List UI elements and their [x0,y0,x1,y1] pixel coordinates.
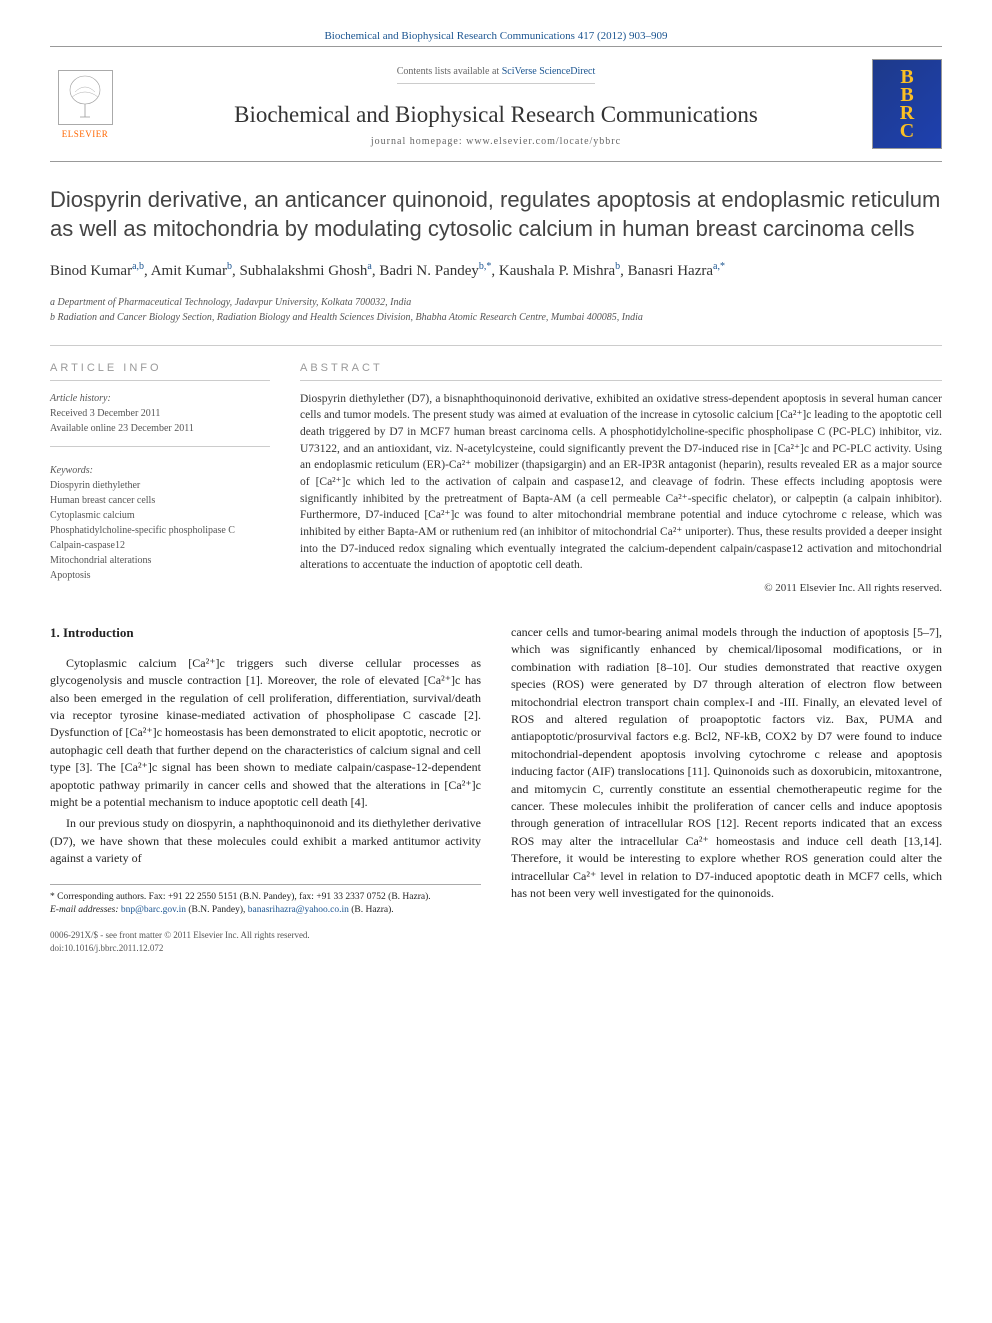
intro-para-2: In our previous study on diospyrin, a na… [50,815,481,867]
affiliation-a: a Department of Pharmaceutical Technolog… [50,295,942,310]
contents-list: Contents lists available at SciVerse Sci… [397,66,596,84]
footer-doi: doi:10.1016/j.bbrc.2011.12.072 [50,942,481,955]
journal-name: Biochemical and Biophysical Research Com… [140,102,852,128]
footnotes: * Corresponding authors. Fax: +91 22 255… [50,884,481,918]
keywords-label: Keywords: [50,463,270,478]
available-date: Available online 23 December 2011 [50,421,270,436]
elsevier-logo: ELSEVIER [50,64,120,144]
elsevier-text: ELSEVIER [62,129,109,139]
abstract-copyright: © 2011 Elsevier Inc. All rights reserved… [300,582,942,594]
keyword: Calpain-caspase12 [50,538,270,553]
info-abstract-row: ARTICLE INFO Article history: Received 3… [50,345,942,594]
header-center: Contents lists available at SciVerse Sci… [140,61,852,147]
authors: Binod Kumara,b, Amit Kumarb, Subhalakshm… [50,259,942,283]
keyword: Mitochondrial alterations [50,553,270,568]
keyword: Apoptosis [50,568,270,583]
corresponding-note: * Corresponding authors. Fax: +91 22 255… [50,891,481,904]
journal-homepage: journal homepage: www.elsevier.com/locat… [140,136,852,147]
intro-heading: 1. Introduction [50,624,481,643]
keyword: Cytoplasmic calcium [50,508,270,523]
email-line: E-mail addresses: bnp@barc.gov.in (B.N. … [50,904,481,917]
article-title: Diospyrin derivative, an anticancer quin… [50,186,942,243]
intro-para-1: Cytoplasmic calcium [Ca²⁺]c triggers suc… [50,655,481,812]
affiliation-b: b Radiation and Cancer Biology Section, … [50,310,942,325]
email-link-1[interactable]: bnp@barc.gov.in [121,905,186,915]
article-info-heading: ARTICLE INFO [50,362,270,381]
bbrc-letter: C [900,122,914,140]
email-name-1: (B.N. Pandey), [186,905,248,915]
keyword: Phosphatidylcholine-specific phospholipa… [50,523,270,538]
email-link-2[interactable]: banasrihazra@yahoo.co.in [248,905,349,915]
abstract-heading: ABSTRACT [300,362,942,381]
column-left: 1. Introduction Cytoplasmic calcium [Ca²… [50,624,481,954]
column-right: cancer cells and tumor-bearing animal mo… [511,624,942,954]
journal-reference: Biochemical and Biophysical Research Com… [50,30,942,46]
footer-line-1: 0006-291X/$ - see front matter © 2011 El… [50,929,481,942]
sciencedirect-link[interactable]: SciVerse ScienceDirect [502,66,596,77]
article-history: Article history: Received 3 December 201… [50,391,270,447]
affiliations: a Department of Pharmaceutical Technolog… [50,295,942,325]
journal-header: ELSEVIER Contents lists available at Sci… [50,46,942,162]
abstract-text: Diospyrin diethylether (D7), a bisnaphth… [300,391,942,574]
abstract-block: ABSTRACT Diospyrin diethylether (D7), a … [300,362,942,594]
keywords-block: Keywords: Diospyrin diethylether Human b… [50,463,270,583]
email-name-2: (B. Hazra). [349,905,394,915]
intro-para-3: cancer cells and tumor-bearing animal mo… [511,624,942,902]
elsevier-tree-icon [58,70,113,125]
emails-label: E-mail addresses: [50,905,121,915]
contents-prefix: Contents lists available at [397,66,502,77]
keyword: Diospyrin diethylether [50,478,270,493]
body-columns: 1. Introduction Cytoplasmic calcium [Ca²… [50,624,942,954]
keyword: Human breast cancer cells [50,493,270,508]
footer: 0006-291X/$ - see front matter © 2011 El… [50,929,481,954]
received-date: Received 3 December 2011 [50,406,270,421]
history-label: Article history: [50,391,270,406]
article-info: ARTICLE INFO Article history: Received 3… [50,362,270,594]
bbrc-cover-icon: B B R C [872,59,942,149]
